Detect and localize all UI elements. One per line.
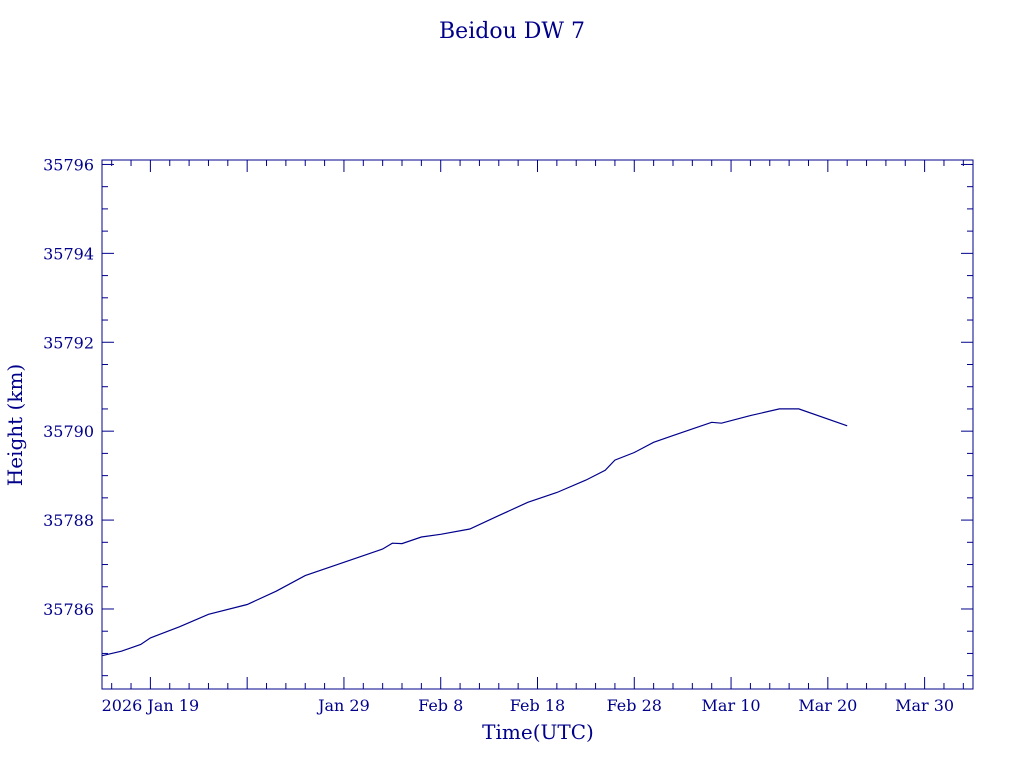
y-tick-label: 35792 [43, 333, 94, 352]
x-axis-ticks [111, 160, 964, 689]
y-tick-label: 35790 [43, 422, 94, 441]
x-tick-label: Feb 28 [607, 696, 662, 715]
x-tick-label: Mar 20 [798, 696, 857, 715]
x-tick-label: 2026 Jan 19 [102, 696, 200, 715]
y-tick-label: 35788 [43, 511, 94, 530]
y-tick-label: 35796 [43, 155, 94, 174]
y-axis-ticks [102, 163, 973, 677]
y-tick-label: 35786 [43, 600, 94, 619]
x-tick-label: Mar 30 [895, 696, 954, 715]
y-tick-label: 35794 [43, 244, 94, 263]
chart-title: Beidou DW 7 [439, 19, 585, 44]
x-tick-label: Feb 18 [510, 696, 565, 715]
x-tick-label: Mar 10 [702, 696, 761, 715]
x-tick-label: Jan 29 [316, 696, 370, 715]
x-axis-tick-labels: 2026 Jan 19 Jan 29 Feb 8 Feb 18 Feb 28 Mar 10… [102, 696, 954, 715]
x-tick-label: Feb 8 [418, 696, 463, 715]
x-axis-label: Time(UTC) [482, 720, 594, 744]
height-series-line [101, 408, 848, 657]
y-axis-tick-labels: 35786 35788 35790 35792 35794 35796 [43, 155, 94, 619]
y-axis-label: Height (km) [3, 364, 27, 486]
